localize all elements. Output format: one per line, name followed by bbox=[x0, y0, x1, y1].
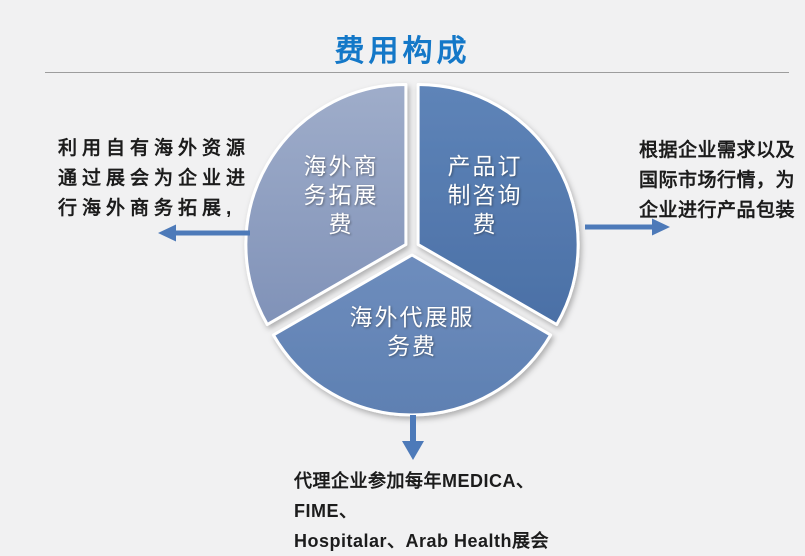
slice-label-line: 费 bbox=[328, 212, 354, 238]
page-title: 费用构成 bbox=[334, 35, 471, 68]
annotation-left: 利用自有海外资源 通过展会为企业进 行海外商务拓展, bbox=[58, 134, 263, 224]
annotation-line: 通过展会为企业进 bbox=[58, 168, 251, 189]
slice-label-line: 海外代展服 bbox=[349, 305, 475, 331]
slice-label-overseas-business-development-fee: 海外商 务拓展 费 bbox=[251, 153, 431, 240]
slice-label-line: 海外商 bbox=[303, 154, 379, 180]
slice-label-line: 费 bbox=[472, 212, 498, 238]
right-arrow-icon bbox=[585, 218, 670, 236]
cost-composition-pie-diagram bbox=[158, 83, 670, 460]
down-arrow-icon bbox=[402, 415, 424, 460]
annotation-line: 根据企业需求以及 bbox=[639, 140, 796, 161]
slice-label-line: 务费 bbox=[387, 334, 437, 360]
annotation-line: 国际市场行情，为 bbox=[639, 170, 796, 191]
annotation-line: 行海外商务拓展, bbox=[58, 198, 237, 219]
annotation-line: 利用自有海外资源 bbox=[58, 138, 251, 159]
title-divider bbox=[45, 72, 789, 73]
annotation-line: Hospitalar、Arab Health展会 bbox=[294, 531, 550, 551]
annotation-line: 企业进行产品包装 bbox=[639, 200, 796, 221]
pie-slice-product-customization-consulting-fee bbox=[416, 83, 580, 326]
slice-label-product-customization-consulting-fee: 产品订 制咨询 费 bbox=[395, 153, 575, 240]
annotation-line: 代理企业参加每年MEDICA、FIME、 bbox=[294, 471, 535, 521]
slice-label-line: 制咨询 bbox=[447, 183, 523, 209]
annotation-bottom: 代理企业参加每年MEDICA、FIME、 Hospitalar、Arab Hea… bbox=[294, 466, 594, 556]
slice-label-line: 务拓展 bbox=[303, 183, 379, 209]
slice-label-line: 产品订 bbox=[447, 154, 523, 180]
slice-label-overseas-exhibition-agency-service-fee: 海外代展服 务费 bbox=[292, 304, 532, 362]
left-arrow-icon bbox=[158, 224, 250, 242]
annotation-right: 根据企业需求以及 国际市场行情，为 企业进行产品包装 bbox=[639, 136, 804, 226]
pie-slice-overseas-business-development-fee bbox=[244, 83, 408, 326]
slide-canvas: 费用构成 bbox=[45, 35, 804, 551]
